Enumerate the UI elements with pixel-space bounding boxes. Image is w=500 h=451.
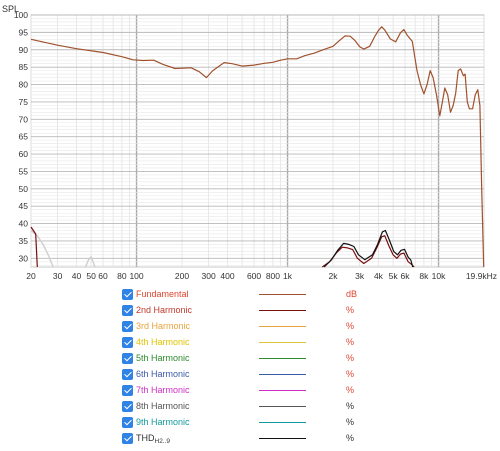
legend-item-label: 8th Harmonic — [136, 401, 190, 411]
y-tick-label: 50 — [19, 184, 29, 194]
x-tick-label: 600 — [247, 271, 261, 281]
series-lines — [30, 26, 485, 268]
legend-line-swatch — [259, 374, 306, 375]
legend-line-swatch — [259, 342, 306, 343]
x-tick-label: 50 — [86, 271, 96, 281]
y-tick-label: 95 — [19, 27, 29, 37]
y-tick-label: 75 — [19, 97, 29, 107]
x-tick-label: 200 — [175, 271, 189, 281]
y-tick-label: 55 — [19, 166, 29, 176]
legend-checkbox[interactable] — [122, 433, 133, 444]
y-tick-label: 45 — [19, 201, 29, 211]
legend-checkbox[interactable] — [122, 321, 133, 332]
x-tick-label: 1k — [283, 271, 293, 281]
series-line-2nd-harmonic — [321, 235, 415, 268]
legend-unit: % — [346, 321, 355, 331]
y-tick-label: 65 — [19, 132, 29, 142]
legend-item[interactable]: 9th Harmonic% — [0, 416, 500, 432]
legend-item-label: 4th Harmonic — [136, 337, 190, 347]
legend-line-swatch — [259, 438, 306, 439]
y-tick-label: 100 — [14, 10, 28, 20]
y-tick-labels: 30 35 40 45 50 55 60 65 70 75 80 85 90 95 100 — [14, 10, 28, 263]
legend-line-swatch — [259, 326, 306, 327]
legend-unit: % — [346, 433, 355, 443]
y-tick-label: 70 — [19, 114, 29, 124]
x-tick-label: 20 — [26, 271, 36, 281]
grid — [30, 14, 485, 267]
x-tick-label: 3k — [355, 271, 365, 281]
legend-checkbox[interactable] — [122, 385, 133, 396]
y-tick-label: 60 — [19, 149, 29, 159]
legend-line-swatch — [259, 406, 306, 407]
legend-item-label: 3rd Harmonic — [136, 321, 191, 331]
y-tick-label: 30 — [19, 253, 29, 263]
x-tick-label: 8k — [419, 271, 429, 281]
x-tick-label: 5k — [389, 271, 399, 281]
legend-item-label: Fundamental — [136, 289, 189, 299]
y-tick-label: 40 — [19, 219, 29, 229]
x-tick-label: 60 — [98, 271, 108, 281]
legend-item[interactable]: 2nd Harmonic% — [0, 304, 500, 320]
x-tick-label: 10k — [432, 271, 446, 281]
y-tick-label: 35 — [19, 236, 29, 246]
legend-item[interactable]: 5th Harmonic% — [0, 352, 500, 368]
legend-line-swatch — [259, 422, 306, 423]
legend-item-label: 9th Harmonic — [136, 417, 190, 427]
y-tick-label: 80 — [19, 80, 29, 90]
legend-item[interactable]: 6th Harmonic% — [0, 368, 500, 384]
x-tick-label: 30 — [53, 271, 63, 281]
x-tick-label: 80 — [117, 271, 127, 281]
legend-checkbox[interactable] — [122, 305, 133, 316]
series-line-thd — [323, 229, 414, 268]
x-tick-label: 6k — [401, 271, 411, 281]
legend-item-label: 7th Harmonic — [136, 385, 190, 395]
y-tick-label: 85 — [19, 62, 29, 72]
frequency-response-chart: SPL 30 35 40 45 50 55 60 65 70 75 80 85 90 95 100 20 30… — [2, 4, 497, 281]
legend-item[interactable]: THDH2..9% — [0, 432, 500, 448]
legend-item-label: 5th Harmonic — [136, 353, 190, 363]
x-tick-label: 400 — [220, 271, 234, 281]
legend-line-swatch — [259, 390, 306, 391]
legend-unit: % — [346, 337, 355, 347]
legend-checkbox[interactable] — [122, 369, 133, 380]
legend-item-label: THDH2..9 — [136, 433, 171, 445]
legend-unit: % — [346, 385, 355, 395]
faint-trace-line — [84, 255, 96, 268]
legend-item[interactable]: 3rd Harmonic% — [0, 320, 500, 336]
x-tick-label: 100 — [129, 271, 143, 281]
y-tick-label: 90 — [19, 45, 29, 55]
legend-item[interactable]: 4th Harmonic% — [0, 336, 500, 352]
legend-item[interactable]: 8th Harmonic% — [0, 400, 500, 416]
x-tick-label: 800 — [266, 271, 280, 281]
legend-line-swatch — [259, 294, 306, 295]
legend-unit: dB — [346, 289, 358, 299]
legend-unit: % — [346, 353, 355, 363]
x-tick-label: 40 — [72, 271, 82, 281]
x-tick-label: 4k — [374, 271, 384, 281]
legend-unit: % — [346, 369, 355, 379]
legend-line-swatch — [259, 358, 306, 359]
legend-item[interactable]: Fundamental dB — [0, 288, 500, 304]
legend-item-label: 6th Harmonic — [136, 369, 190, 379]
y-axis-label: SPL — [2, 4, 19, 14]
legend-item-label: 2nd Harmonic — [136, 305, 193, 315]
series-line-2nd-harmonic — [30, 226, 38, 268]
legend-line-swatch — [259, 310, 306, 311]
legend-item[interactable]: 7th Harmonic% — [0, 384, 500, 400]
x-tick-labels: 20 30 40 50 60 80 100 200 300 400 600 800 1k 2k 3k 4k 5k… — [26, 271, 497, 281]
legend-checkbox[interactable] — [122, 417, 133, 428]
x-tick-label: 300 — [201, 271, 215, 281]
legend-checkbox[interactable] — [122, 337, 133, 348]
legend-checkbox[interactable] — [122, 289, 133, 300]
plot-area — [30, 14, 485, 268]
legend-unit: % — [346, 305, 355, 315]
series-line-fundamental — [30, 26, 485, 268]
legend-unit: % — [346, 401, 355, 411]
x-tick-label: 19.9kHz — [466, 271, 497, 281]
legend-unit: % — [346, 417, 355, 427]
x-tick-label: 2k — [329, 271, 339, 281]
legend-checkbox[interactable] — [122, 401, 133, 412]
legend-checkbox[interactable] — [122, 353, 133, 364]
